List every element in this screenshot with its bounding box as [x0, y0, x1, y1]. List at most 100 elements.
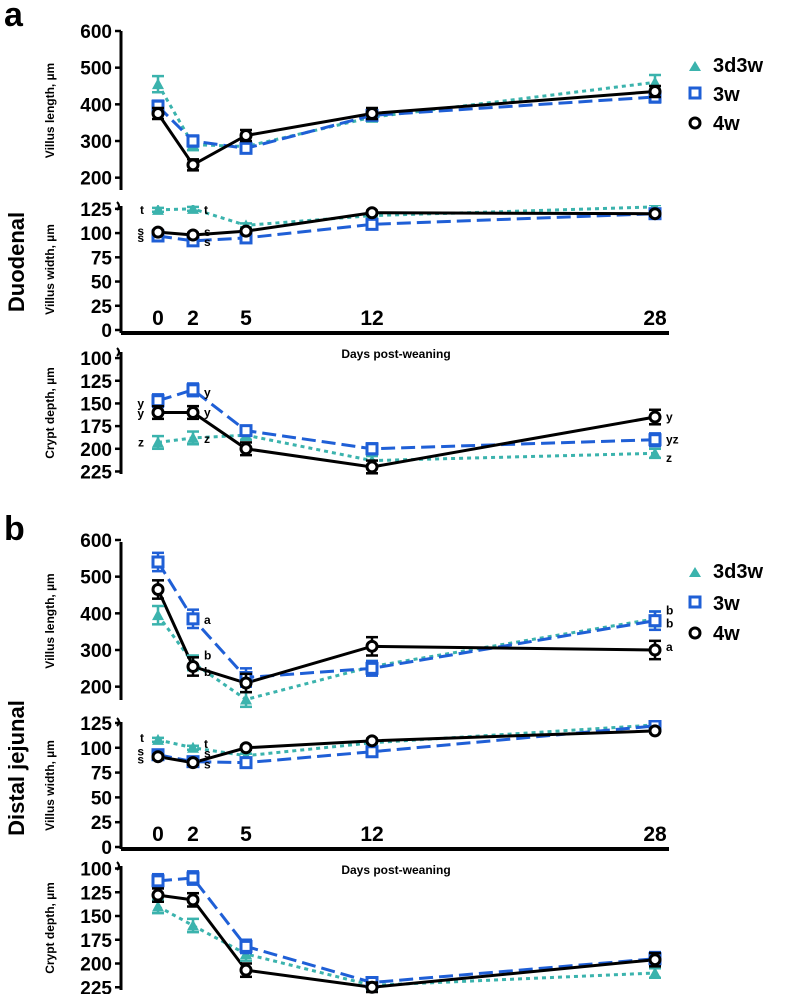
axis-break — [116, 717, 120, 727]
y-tick-label: 50 — [91, 788, 112, 809]
legend-marker-3d3w — [689, 567, 701, 577]
y-tick-label: 175 — [80, 417, 112, 438]
point-3d3w — [187, 431, 199, 443]
y-tick-label: 100 — [80, 349, 112, 370]
significance-letter: s — [204, 758, 211, 772]
y-tick-label: 500 — [80, 59, 112, 80]
legend-panel-a: 3d3w 3w 4w — [688, 55, 763, 135]
point-3w — [239, 756, 253, 770]
y-tick-label: 600 — [80, 531, 112, 552]
series-line-3w — [157, 724, 656, 765]
point-4w — [151, 583, 165, 596]
x-axis-title-panel-b: Days post-weaning — [341, 863, 450, 877]
region-label-distal-jejunal: Distal jejunal — [4, 700, 29, 836]
plot-area — [151, 205, 662, 248]
y-axis-title: Villus width, µm — [43, 740, 57, 831]
significance-letter: z — [666, 451, 672, 465]
legend-label-3d3w: 3d3w — [713, 561, 763, 583]
y-axis-title: Villus width, µm — [43, 224, 57, 315]
y-tick-label: 200 — [80, 169, 112, 190]
significance-letter: s — [204, 235, 211, 249]
y-tick-label: 75 — [91, 764, 113, 785]
point-3w — [239, 939, 253, 953]
y-tick-label: 150 — [80, 394, 112, 415]
point-3d3w — [152, 900, 164, 912]
point-3d3w — [649, 967, 661, 978]
significance-letter: s — [204, 225, 211, 239]
point-3w — [648, 433, 662, 447]
legend-marker-3d3w — [689, 61, 701, 71]
point-4w — [365, 734, 379, 748]
point-3w — [648, 614, 662, 628]
point-3w — [365, 745, 379, 759]
point-4w — [186, 893, 200, 907]
region-label-duodenal: Duodenal — [4, 212, 29, 312]
x-tick-label: 0 — [152, 307, 164, 330]
y-axis-title: Villus length, µm — [43, 573, 57, 668]
point-3d3w — [187, 919, 199, 931]
point-3w — [186, 134, 200, 148]
point-3w — [365, 217, 379, 231]
significance-letter: y — [137, 406, 144, 420]
significance-letter: y — [204, 386, 211, 400]
x-tick-label: 0 — [152, 823, 164, 846]
point-3d3w — [152, 733, 164, 745]
legend-marker-3w — [688, 86, 702, 100]
point-4w — [151, 225, 165, 239]
point-3d3w — [649, 447, 661, 459]
significance-letter: s — [137, 745, 144, 759]
x-tick-label: 2 — [187, 307, 199, 330]
series-line-3d3w — [157, 905, 656, 987]
y-tick-label: 75 — [91, 248, 113, 269]
point-3d3w — [152, 78, 164, 90]
significance-letter: yz — [666, 433, 679, 447]
y-tick-label: 225 — [80, 978, 112, 994]
significance-letter: t — [204, 203, 208, 217]
y-tick-label: 100 — [80, 224, 112, 245]
series-line-3d3w — [156, 614, 656, 702]
point-4w — [365, 206, 379, 220]
point-3d3w — [152, 436, 164, 448]
significance-letter: s — [137, 224, 144, 238]
point-4w — [151, 406, 165, 419]
point-4w — [648, 207, 662, 221]
point-3w — [151, 394, 165, 408]
point-3d3w — [152, 205, 164, 215]
y-tick-label: 400 — [80, 604, 112, 625]
y-axis-title: Crypt depth, µm — [43, 367, 57, 459]
point-4w — [151, 107, 165, 120]
point-4w — [648, 410, 662, 424]
y-tick-label: 300 — [80, 641, 112, 662]
point-3d3w — [240, 693, 252, 705]
point-4w — [151, 888, 165, 902]
point-4w — [648, 953, 662, 967]
significance-letter: a — [204, 613, 211, 627]
point-3w — [239, 424, 253, 438]
legend-marker-3w — [688, 595, 702, 609]
axis-break — [116, 201, 120, 211]
plot-area — [151, 382, 662, 475]
y-tick-label: 0 — [101, 838, 112, 859]
point-4w — [365, 107, 379, 120]
subplot-duodenal-villus-length: 200 300 400 500 600 Villus length, µm — [43, 22, 662, 190]
x-tick-label: 28 — [643, 307, 667, 330]
significance-letter: b — [204, 649, 211, 663]
significance-letter: y — [666, 410, 673, 424]
point-4w — [239, 676, 253, 690]
series-line-3w — [157, 212, 656, 243]
y-tick-label: 25 — [91, 297, 113, 318]
y-tick-label: 600 — [80, 22, 112, 43]
y-tick-label: 100 — [80, 739, 112, 760]
point-4w — [151, 750, 165, 764]
point-4w — [239, 442, 253, 456]
legend-label-3w: 3w — [713, 593, 740, 615]
y-tick-label: 0 — [101, 321, 112, 342]
point-3w — [365, 661, 379, 675]
x-tick-label: 5 — [240, 307, 252, 330]
y-tick-label: 500 — [80, 568, 112, 589]
